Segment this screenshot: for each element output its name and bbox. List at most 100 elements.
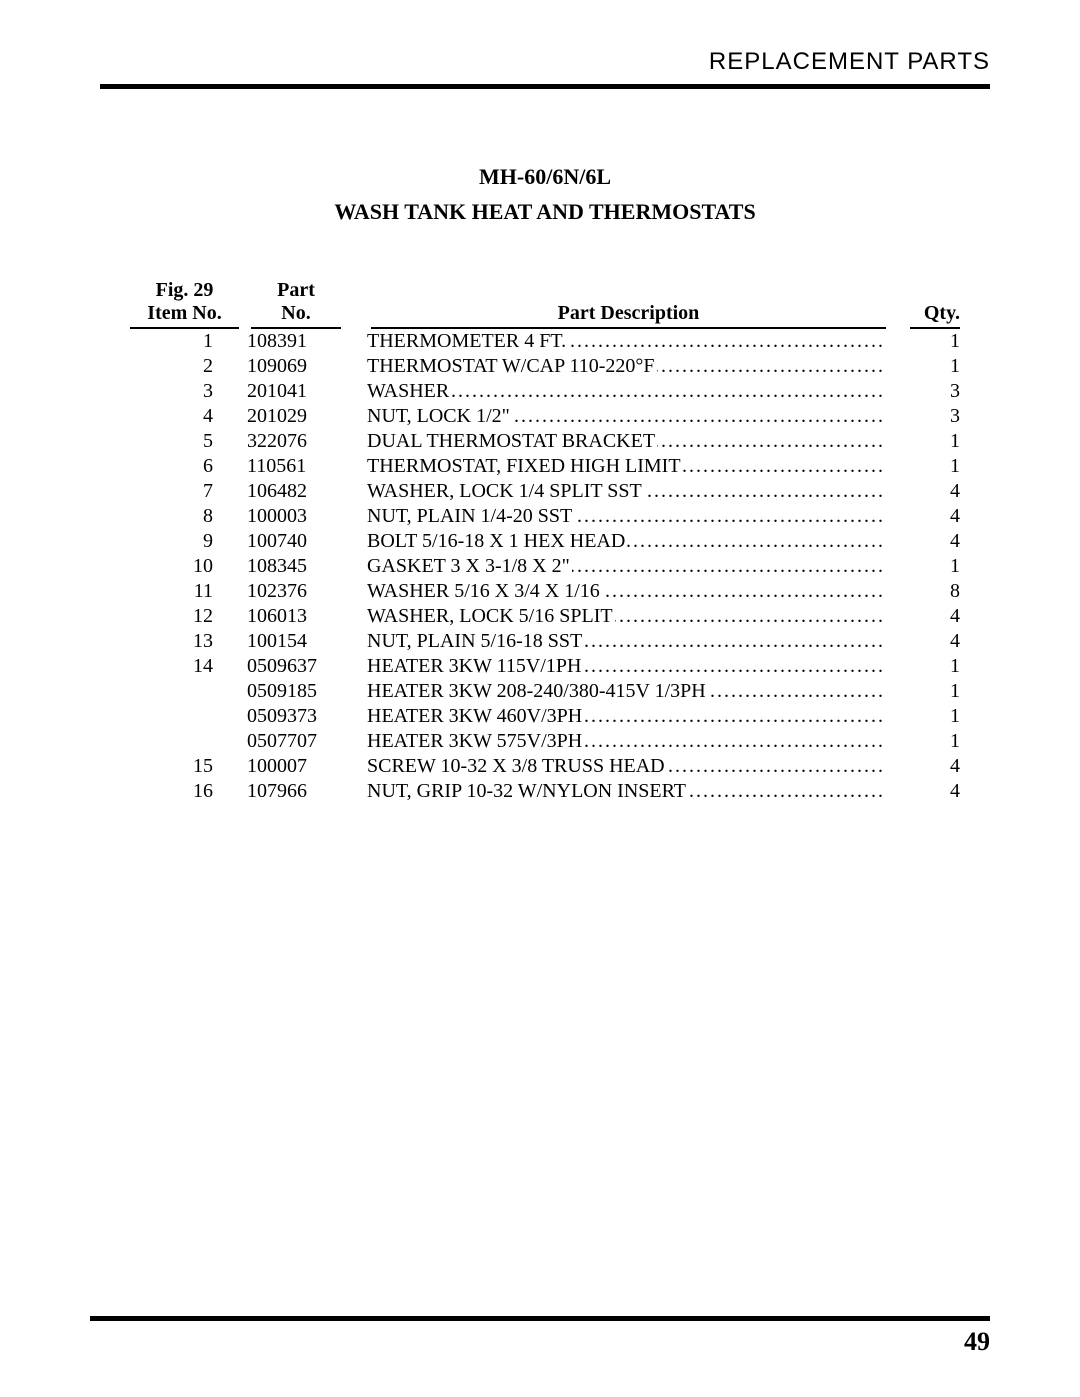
cell-part-no: 108391 [247, 329, 337, 354]
cell-part-no: 201029 [247, 404, 337, 429]
cell-description: BOLT 5/16-18 X 1 HEX HEAD [367, 529, 886, 554]
description-text: HEATER 3KW 115V/1PH [367, 655, 583, 677]
cell-description: NUT, GRIP 10-32 W/NYLON INSERT [367, 779, 886, 804]
page-header: REPLACEMENT PARTS [100, 48, 990, 84]
cell-description: HEATER 3KW 115V/1PH [367, 654, 886, 679]
cell-part-no: 106482 [247, 479, 337, 504]
table-row: 16107966NUT, GRIP 10-32 W/NYLON INSERT 4 [130, 779, 960, 804]
cell-item-no: 12 [130, 604, 235, 629]
cell-description: WASHER [367, 379, 886, 404]
description-text: WASHER [367, 380, 451, 402]
cell-part-no: 109069 [247, 354, 337, 379]
section-title: WASH TANK HEAT AND THERMOSTATS [100, 194, 990, 229]
description-text: BOLT 5/16-18 X 1 HEX HEAD [367, 530, 627, 552]
cell-part-no: 100003 [247, 504, 337, 529]
cell-qty: 4 [910, 529, 960, 554]
cell-part-no: 322076 [247, 429, 337, 454]
description-text: GASKET 3 X 3-1/8 X 2" [367, 555, 572, 577]
cell-part-no: 0509373 [247, 704, 337, 729]
col-header-item: Fig. 29 Item No. [130, 279, 239, 329]
cell-qty: 4 [910, 479, 960, 504]
cell-part-no: 102376 [247, 579, 337, 604]
table-row: 6 110561 THERMOSTAT, FIXED HIGH LIMIT 1 [130, 454, 960, 479]
col-header-item-l2: Item No. [132, 302, 237, 325]
table-row: 3201041WASHER 3 [130, 379, 960, 404]
table-body: 1108391THERMOMETER 4 FT. 12109069THERMOS… [130, 329, 960, 804]
description-text: WASHER, LOCK 1/4 SPLIT SST [367, 480, 644, 502]
description-text: HEATER 3KW 575V/3PH [367, 730, 584, 752]
cell-qty: 4 [910, 604, 960, 629]
header-rule [100, 84, 990, 89]
cell-part-no: 110561 [247, 454, 337, 479]
description-text: NUT, LOCK 1/2" [367, 405, 512, 427]
col-header-desc: Part Description [371, 279, 886, 329]
table-row: 7106482WASHER, LOCK 1/4 SPLIT SST 4 [130, 479, 960, 504]
col-header-desc-label: Part Description [371, 302, 886, 325]
cell-item-no: 14 [130, 654, 235, 679]
cell-qty: 1 [910, 679, 960, 704]
table-row: 5 322076 DUAL THERMOSTAT BRACKET 1 [130, 429, 960, 454]
cell-item-no: 11 [130, 579, 235, 604]
cell-item-no: 1 [130, 329, 235, 354]
cell-description: WASHER 5/16 X 3/4 X 1/16 [367, 579, 886, 604]
cell-item-no: 4 [130, 404, 235, 429]
cell-description: SCREW 10-32 X 3/8 TRUSS HEAD [367, 754, 886, 779]
description-text: THERMOMETER 4 FT. [367, 330, 568, 352]
description-text: DUAL THERMOSTAT BRACKET [367, 430, 657, 452]
table-row: 15100007SCREW 10-32 X 3/8 TRUSS HEAD 4 [130, 754, 960, 779]
col-header-qty-label: Qty. [910, 302, 960, 325]
cell-description: HEATER 3KW 208-240/380-415V 1/3PH [367, 679, 886, 704]
cell-item-no: 2 [130, 354, 235, 379]
page-footer: 49 [90, 1316, 990, 1357]
cell-item-no: 6 [130, 454, 235, 479]
col-header-part-l1: Part [251, 279, 341, 302]
cell-qty: 1 [910, 329, 960, 354]
model-number: MH-60/6N/6L [100, 159, 990, 194]
table-row: 0507707 HEATER 3KW 575V/3PH 1 [130, 729, 960, 754]
description-text: WASHER, LOCK 5/16 SPLIT [367, 605, 615, 627]
cell-qty: 1 [910, 654, 960, 679]
cell-description: WASHER, LOCK 5/16 SPLIT [367, 604, 886, 629]
cell-description: HEATER 3KW 460V/3PH [367, 704, 886, 729]
cell-part-no: 0509185 [247, 679, 337, 704]
cell-part-no: 100007 [247, 754, 337, 779]
table-row: 0509373HEATER 3KW 460V/3PH 1 [130, 704, 960, 729]
cell-qty: 1 [910, 354, 960, 379]
description-text: WASHER 5/16 X 3/4 X 1/16 [367, 580, 602, 602]
table-row: 4201029NUT, LOCK 1/2" 3 [130, 404, 960, 429]
table-row: 8100003NUT, PLAIN 1/4-20 SST 4 [130, 504, 960, 529]
col-header-part: Part No. [251, 279, 341, 329]
cell-qty: 1 [910, 729, 960, 754]
cell-part-no: 0507707 [247, 729, 337, 754]
cell-item-no: 13 [130, 629, 235, 654]
description-text: NUT, PLAIN 1/4-20 SST [367, 505, 574, 527]
table-header-row: Fig. 29 Item No. Part No. Part Descripti… [130, 279, 960, 329]
cell-part-no: 100740 [247, 529, 337, 554]
title-block: MH-60/6N/6L WASH TANK HEAT AND THERMOSTA… [100, 159, 990, 229]
table-row: 13100154NUT, PLAIN 5/16-18 SST 4 [130, 629, 960, 654]
footer-rule [90, 1316, 990, 1321]
table-row: 14 0509637 HEATER 3KW 115V/1PH 1 [130, 654, 960, 679]
cell-qty: 1 [910, 454, 960, 479]
description-text: NUT, GRIP 10-32 W/NYLON INSERT [367, 780, 688, 802]
cell-description: THERMOSTAT W/CAP 110-220°F [367, 354, 886, 379]
cell-qty: 4 [910, 629, 960, 654]
header-title: REPLACEMENT PARTS [709, 48, 990, 76]
cell-description: THERMOSTAT, FIXED HIGH LIMIT [367, 454, 886, 479]
table-row: 10108345GASKET 3 X 3-1/8 X 2" 1 [130, 554, 960, 579]
description-text: NUT, PLAIN 5/16-18 SST [367, 630, 584, 652]
table-row: 11 102376 WASHER 5/16 X 3/4 X 1/16 8 [130, 579, 960, 604]
cell-description: DUAL THERMOSTAT BRACKET [367, 429, 886, 454]
cell-qty: 1 [910, 429, 960, 454]
col-header-part-l2: No. [251, 302, 341, 325]
cell-part-no: 106013 [247, 604, 337, 629]
description-text: HEATER 3KW 208-240/380-415V 1/3PH [367, 680, 708, 702]
cell-description: HEATER 3KW 575V/3PH [367, 729, 886, 754]
cell-item-no: 5 [130, 429, 235, 454]
cell-part-no: 0509637 [247, 654, 337, 679]
cell-qty: 4 [910, 779, 960, 804]
cell-qty: 3 [910, 379, 960, 404]
col-header-item-l1: Fig. 29 [132, 279, 237, 302]
cell-description: NUT, PLAIN 1/4-20 SST [367, 504, 886, 529]
cell-qty: 8 [910, 579, 960, 604]
